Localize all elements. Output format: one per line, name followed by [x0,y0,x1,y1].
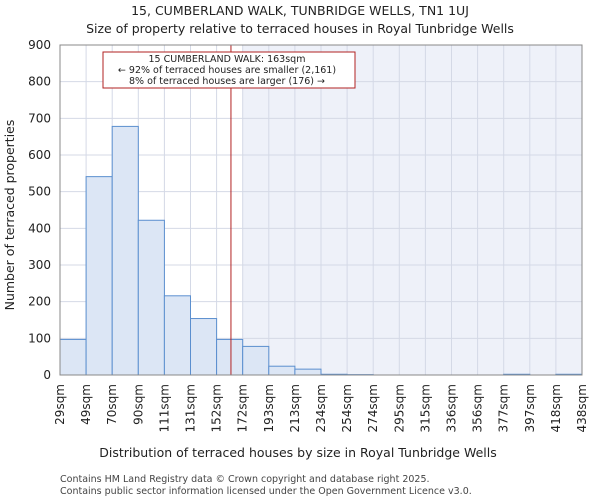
bar [163,295,191,376]
x-tick-label: 172sqm [236,384,250,432]
footer-line-1: Contains HM Land Registry data © Crown c… [60,474,430,485]
x-tick-label: 397sqm [523,384,537,432]
y-tick-label: 800 [28,75,51,89]
bar [242,345,270,376]
y-tick-label: 400 [28,221,51,235]
y-tick-label: 0 [43,368,51,382]
x-tick-label: 131sqm [184,384,198,432]
x-tick-label: 336sqm [445,384,459,432]
bars [59,125,583,376]
plot-area: 15 CUMBERLAND WALK: 163sqm ← 92% of terr… [59,44,583,376]
x-tick-label: 152sqm [210,384,224,432]
larger-region-background [242,45,582,375]
y-tick-label: 200 [28,295,51,309]
x-tick-label: 315sqm [418,384,432,432]
annotation-line-1: 15 CUMBERLAND WALK: 163sqm [149,54,306,65]
y-tick-label: 100 [28,331,51,345]
x-tick-label: 213sqm [288,384,302,432]
x-tick-label: 356sqm [471,384,485,432]
annotation-frame [102,51,356,89]
bar [59,338,87,376]
x-tick-label: 377sqm [497,384,511,432]
bar [268,365,296,376]
bar [85,176,113,376]
chart-title: 15, CUMBERLAND WALK, TUNBRIDGE WELLS, TN… [131,3,469,18]
y-axis-label: Number of terraced properties [2,120,17,311]
x-tick-label: 111sqm [157,384,171,432]
x-tick-label: 29sqm [53,384,67,425]
y-tick-label: 600 [28,148,51,162]
x-tick-label: 49sqm [79,384,93,425]
y-axis-ticks: 0 100 200 300 400 500 600 700 800 900 [28,38,51,382]
y-tick-label: 700 [28,111,51,125]
chart-subtitle: Size of property relative to terraced ho… [86,21,514,36]
y-tick-label: 300 [28,258,51,272]
x-tick-label: 438sqm [575,384,589,432]
annotation-line-2: ← 92% of terraced houses are smaller (2,… [118,65,336,76]
x-tick-label: 234sqm [314,384,328,432]
y-tick-label: 500 [28,185,51,199]
x-tick-label: 274sqm [366,384,380,432]
bar [216,338,244,376]
x-tick-label: 193sqm [262,384,276,432]
x-tick-label: 70sqm [105,384,119,425]
x-tick-label: 418sqm [549,384,563,432]
y-tick-label: 900 [28,38,51,52]
annotation-line-3: 8% of terraced houses are larger (176) → [129,76,325,87]
bar [111,125,139,376]
annotation-box: 15 CUMBERLAND WALK: 163sqm ← 92% of terr… [102,51,356,89]
x-axis-label: Distribution of terraced houses by size … [99,445,496,460]
x-tick-label: 90sqm [131,384,145,425]
footer-line-2: Contains public sector information licen… [60,486,472,497]
bar [190,318,218,376]
x-tick-label: 254sqm [340,384,354,432]
x-tick-label: 295sqm [392,384,406,432]
bar [137,219,165,376]
bar [294,368,322,376]
x-axis-ticks: 29sqm 49sqm 70sqm 90sqm 111sqm 131sqm 152sqm 17… [53,384,589,432]
plot-frame [59,44,583,376]
